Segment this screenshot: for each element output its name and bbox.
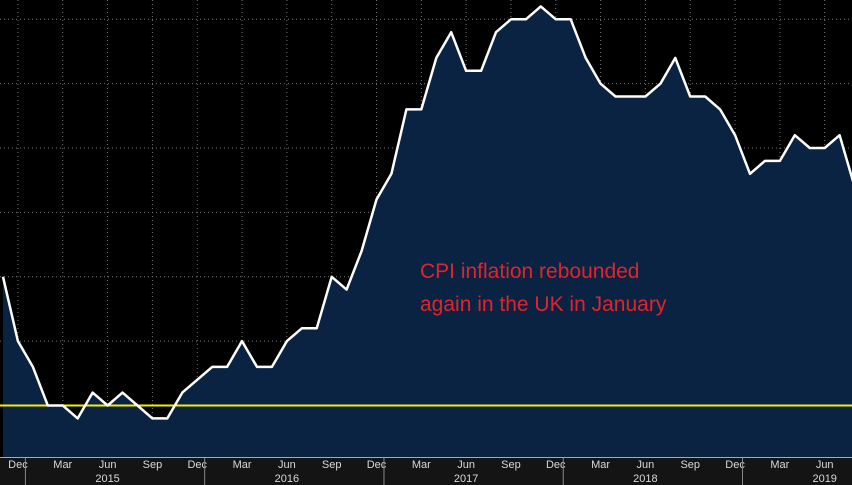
x-tick-label: Mar bbox=[233, 459, 252, 471]
x-tick-label: Jun bbox=[816, 459, 834, 471]
x-tick-label: Jun bbox=[278, 459, 296, 471]
x-tick-label: Mar bbox=[412, 459, 431, 471]
year-label: 2018 bbox=[633, 473, 657, 485]
annotation: again in the UK in January bbox=[420, 293, 667, 316]
year-label: 2019 bbox=[812, 473, 836, 485]
year-label: 2016 bbox=[275, 473, 299, 485]
x-tick-label: Mar bbox=[53, 459, 72, 471]
line bbox=[1, 5, 852, 420]
x-tick-label: Jun bbox=[99, 459, 117, 471]
x-tick-label: Mar bbox=[770, 459, 789, 471]
area-fill bbox=[3, 6, 852, 457]
x-tick-label: Dec bbox=[187, 459, 207, 471]
year-label: 2017 bbox=[454, 473, 478, 485]
x-tick-label: Dec bbox=[8, 459, 28, 471]
x-axis-band bbox=[0, 458, 852, 485]
x-tick-label: Dec bbox=[725, 459, 745, 471]
x-tick-label: Sep bbox=[501, 459, 521, 471]
annotation: CPI inflation rebounded bbox=[420, 260, 640, 283]
x-tick-label: Sep bbox=[322, 459, 342, 471]
x-tick-label: Mar bbox=[591, 459, 610, 471]
x-tick-label: Sep bbox=[680, 459, 700, 471]
x-tick-label: Jun bbox=[457, 459, 475, 471]
x-tick-label: Jun bbox=[637, 459, 655, 471]
x-tick-label: Sep bbox=[143, 459, 163, 471]
x-tick-label: Dec bbox=[367, 459, 387, 471]
x-tick-label: Dec bbox=[546, 459, 566, 471]
year-label: 2015 bbox=[95, 473, 119, 485]
